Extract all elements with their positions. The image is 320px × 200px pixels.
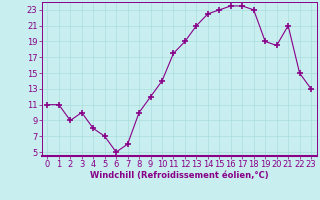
X-axis label: Windchill (Refroidissement éolien,°C): Windchill (Refroidissement éolien,°C) [90,171,268,180]
